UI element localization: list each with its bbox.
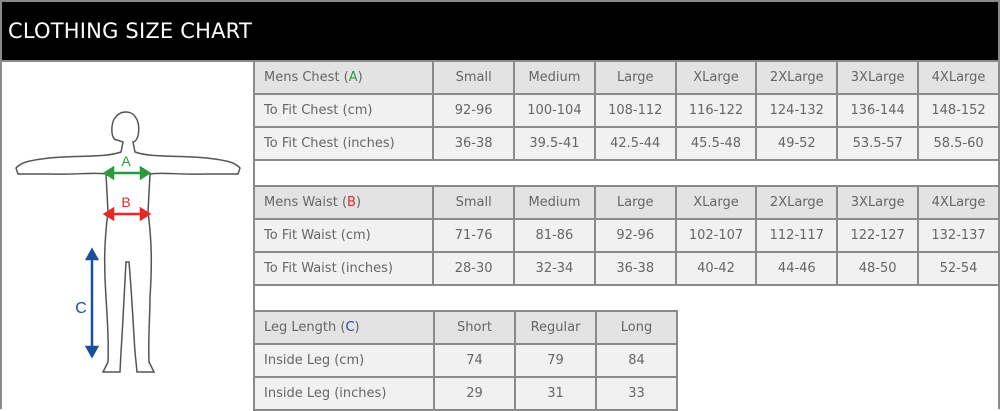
size-value: 45.5-48 (674, 126, 758, 161)
size-value: 32-34 (513, 251, 596, 286)
column-header: Medium (513, 60, 596, 95)
size-value: 79 (514, 343, 597, 378)
table-row: To Fit Chest (cm) 92-96 100-104 108-112 116-… (252, 93, 1000, 128)
marker-letter: A (348, 70, 358, 85)
size-value: 53.5-57 (836, 126, 920, 161)
column-header: 2XLarge (755, 185, 839, 220)
column-header: XLarge (674, 185, 758, 220)
row-label: Inside Leg (cm) (253, 343, 435, 378)
table-row: Inside Leg (cm) 74 79 84 (253, 343, 678, 378)
body-measurement-figure: A B C (15, 111, 241, 373)
row-label: To Fit Waist (cm) (252, 218, 435, 253)
title-text: Mens Waist ( (264, 195, 348, 210)
spacer (253, 285, 255, 311)
spacer (253, 159, 255, 186)
waist-arrow-icon (102, 206, 152, 222)
size-value: 52-54 (917, 251, 1000, 286)
title-text: Mens Chest ( (264, 70, 349, 85)
row-label: Inside Leg (inches) (253, 376, 435, 411)
table-title: Mens Waist (B) (252, 185, 435, 220)
column-header: 2XLarge (755, 60, 839, 95)
column-header: Long (595, 310, 678, 345)
size-value: 36-38 (593, 251, 677, 286)
column-header: Regular (514, 310, 597, 345)
column-header: 3XLarge (836, 185, 920, 220)
size-value: 71-76 (432, 218, 516, 253)
size-value: 148-152 (917, 93, 1000, 128)
title-text: Leg Length ( (264, 320, 346, 335)
size-value: 136-144 (836, 93, 920, 128)
size-value: 39.5-41 (513, 126, 596, 161)
size-value: 58.5-60 (917, 126, 1000, 161)
chest-arrow-icon (102, 165, 152, 181)
marker-c-label: C (75, 300, 87, 317)
page-title: CLOTHING SIZE CHART (2, 2, 998, 60)
column-header: Large (593, 185, 677, 220)
marker-letter: B (347, 195, 356, 210)
table-row: Inside Leg (inches) 29 31 33 (253, 376, 678, 411)
size-value: 36-38 (432, 126, 516, 161)
table-row: To Fit Waist (cm) 71-76 81-86 92-96 102-107 1… (252, 218, 1000, 253)
table-title: Mens Chest (A) (252, 60, 435, 95)
column-header: XLarge (674, 60, 758, 95)
column-header: 4XLarge (917, 60, 1000, 95)
size-value: 116-122 (674, 93, 758, 128)
marker-letter: C (345, 320, 355, 335)
size-value: 124-132 (755, 93, 839, 128)
size-value: 84 (595, 343, 678, 378)
marker-a-label: A (121, 153, 131, 169)
size-value: 74 (433, 343, 516, 378)
table-row: To Fit Chest (inches) 36-38 39.5-41 42.5-44… (252, 126, 1000, 161)
size-value: 48-50 (836, 251, 920, 286)
column-header: Medium (513, 185, 596, 220)
size-value: 132-137 (917, 218, 1000, 253)
row-label: To Fit Chest (inches) (252, 126, 435, 161)
size-value: 33 (595, 376, 678, 411)
size-value: 49-52 (755, 126, 839, 161)
size-value: 31 (514, 376, 597, 411)
size-value: 44-46 (755, 251, 839, 286)
size-value: 28-30 (432, 251, 516, 286)
size-value: 100-104 (513, 93, 596, 128)
chest-size-table: Mens Chest (A) Small Medium Large XLarge 2XLa… (252, 60, 1000, 161)
size-value: 92-96 (593, 218, 677, 253)
size-value: 108-112 (593, 93, 677, 128)
column-header: Small (432, 60, 516, 95)
title-close: ) (355, 195, 362, 210)
table-header-row: Mens Waist (B) Small Medium Large XLarge 2XLa… (252, 185, 1000, 220)
size-value: 112-117 (755, 218, 839, 253)
size-value: 81-86 (513, 218, 596, 253)
column-header: Short (433, 310, 516, 345)
waist-size-table: Mens Waist (B) Small Medium Large XLarge 2XLa… (252, 185, 1000, 286)
size-value: 122-127 (836, 218, 920, 253)
body-outline-icon (15, 111, 241, 373)
size-value: 102-107 (674, 218, 758, 253)
marker-b-label: B (121, 194, 130, 210)
column-header: Small (432, 185, 516, 220)
leg-length-table: Leg Length (C) Short Regular Long Inside Leg… (253, 310, 678, 411)
table-row: To Fit Waist (inches) 28-30 32-34 36-38 40-4… (252, 251, 1000, 286)
size-value: 29 (433, 376, 516, 411)
size-value: 92-96 (432, 93, 516, 128)
title-close: ) (354, 320, 360, 335)
size-value: 42.5-44 (593, 126, 677, 161)
row-label: To Fit Waist (inches) (252, 251, 435, 286)
size-value: 40-42 (674, 251, 758, 286)
column-header: 4XLarge (917, 185, 1000, 220)
column-header: Large (593, 60, 677, 95)
leg-arrow-icon (84, 247, 100, 359)
table-header-row: Leg Length (C) Short Regular Long (253, 310, 678, 345)
table-title: Leg Length (C) (253, 310, 435, 345)
column-header: 3XLarge (836, 60, 920, 95)
title-close: ) (357, 70, 363, 85)
row-label: To Fit Chest (cm) (252, 93, 435, 128)
table-header-row: Mens Chest (A) Small Medium Large XLarge 2XLa… (252, 60, 1000, 95)
